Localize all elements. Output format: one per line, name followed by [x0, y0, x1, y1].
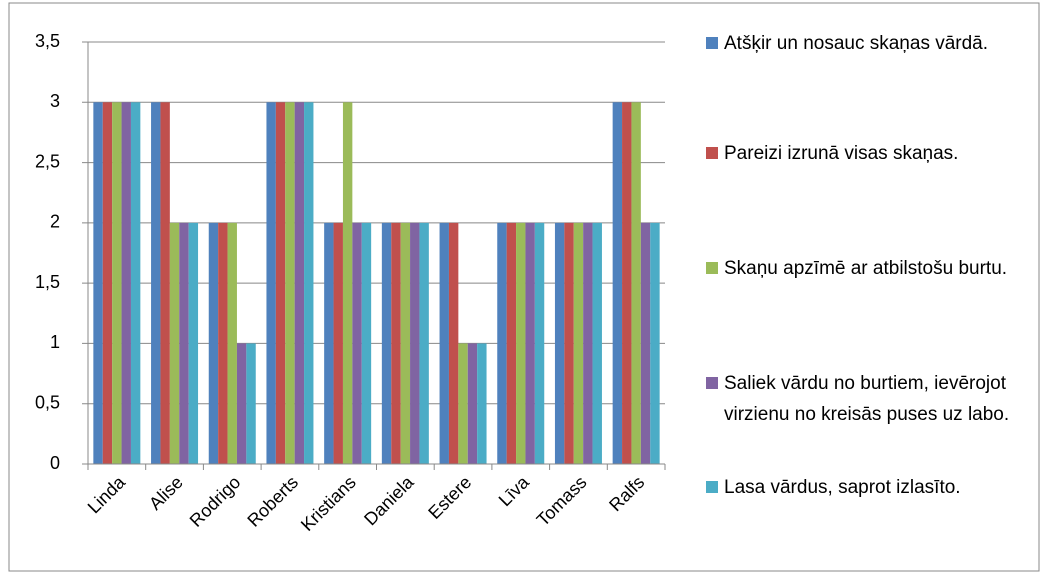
bar [400, 222, 411, 464]
bar [188, 222, 199, 464]
bar [294, 102, 305, 465]
bar [208, 222, 219, 464]
bar [160, 102, 170, 465]
bar [640, 222, 651, 464]
legend-item: Pareizi izrunā visas skaņas. [706, 138, 1026, 169]
bar [324, 222, 334, 464]
legend-label: Lasa vārdus, saprot izlasīto. [724, 477, 961, 498]
bar [236, 343, 247, 464]
bar [342, 102, 353, 465]
bar [554, 222, 565, 464]
bar [506, 222, 517, 464]
legend-label: Pareizi izrunā visas skaņas. [724, 143, 959, 164]
bar [439, 222, 449, 464]
bar [121, 102, 131, 465]
bar [361, 222, 372, 464]
bar [497, 222, 507, 464]
legend-swatch [706, 481, 718, 493]
bar [275, 102, 286, 465]
legend-swatch [706, 377, 718, 389]
bar [285, 102, 295, 465]
bar [246, 343, 256, 464]
bar [169, 222, 180, 464]
y-tick-label: 3 [50, 91, 60, 111]
legend-item: Saliek vārdu no burtiem, ievērojot virzi… [706, 368, 1026, 430]
bar [448, 222, 459, 464]
bar [391, 222, 401, 464]
legend-item: Skaņu apzīmē ar atbilstošu burtu. [706, 253, 1026, 284]
bar [612, 102, 623, 465]
legend-swatch [706, 37, 718, 49]
y-tick-label: 1,5 [35, 272, 60, 292]
bar [650, 222, 660, 464]
bar [592, 222, 602, 464]
legend-label: Atšķir un nosauc skaņas vārdā. [724, 33, 989, 54]
bar [477, 343, 487, 464]
bar [266, 102, 276, 465]
legend-label: Saliek vārdu no burtiem, ievērojot virzi… [724, 373, 1010, 425]
bar [151, 102, 161, 465]
legend-label: Skaņu apzīmē ar atbilstošu burtu. [724, 258, 1008, 279]
bar [93, 102, 103, 465]
bar [179, 222, 189, 464]
bar [622, 102, 632, 465]
bar [410, 222, 420, 464]
legend-swatch [706, 147, 718, 159]
bar [352, 222, 362, 464]
y-tick-label: 2,5 [35, 151, 60, 171]
bar [631, 102, 641, 465]
bar [534, 222, 545, 464]
legend-item: Atšķir un nosauc skaņas vārdā. [706, 28, 1026, 59]
bar [218, 222, 228, 464]
bar [304, 102, 314, 465]
y-tick-label: 1 [50, 332, 60, 352]
bar [516, 222, 526, 464]
bar [583, 222, 593, 464]
bar [467, 343, 478, 464]
y-tick-label: 0,5 [35, 392, 60, 412]
bar [564, 222, 574, 464]
bar [381, 222, 392, 464]
y-tick-label: 2 [50, 212, 60, 232]
bar [227, 222, 237, 464]
bar [102, 102, 113, 465]
y-tick-label: 0 [50, 453, 60, 473]
bar [419, 222, 429, 464]
bar [458, 343, 468, 464]
y-tick-label: 3,5 [35, 31, 60, 51]
bar [525, 222, 535, 464]
bar [333, 222, 343, 464]
bar [112, 102, 122, 465]
legend-item: Lasa vārdus, saprot izlasīto. [706, 472, 1026, 503]
bar [573, 222, 584, 464]
bar [130, 102, 141, 465]
legend-swatch [706, 262, 718, 274]
